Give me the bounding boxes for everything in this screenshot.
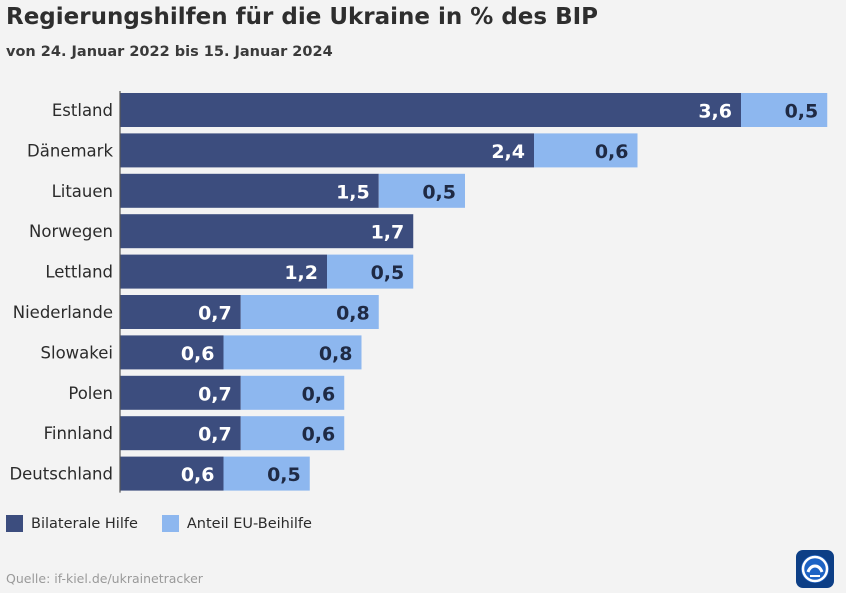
bar-eu	[240, 416, 345, 451]
bar-chart: Estland 3,6 0,5 Dänemark 2,4 0,6 Litauen 1,5 0,5…	[9, 91, 828, 493]
legend-item-bilateral: Bilaterale Hilfe	[6, 515, 138, 532]
category-label: Lettland	[45, 263, 113, 282]
data-label-eu: 0,5	[422, 181, 456, 203]
bar-bilateral	[120, 173, 379, 208]
legend-swatch-eu	[161, 515, 179, 532]
bar-eu	[223, 335, 362, 370]
category-label: Niederlande	[13, 303, 113, 322]
data-label-eu: 0,6	[302, 424, 336, 446]
bar-bilateral	[120, 133, 534, 168]
bar-eu	[240, 295, 379, 329]
data-label-eu: 0,6	[302, 383, 336, 405]
data-label-eu: 0,8	[319, 343, 353, 365]
data-label-eu: 0,6	[595, 141, 629, 163]
bar-eu	[378, 173, 465, 208]
data-label-eu: 0,5	[785, 101, 819, 123]
chart-subtitle: von 24. Januar 2022 bis 15. Januar 2024	[6, 44, 333, 60]
bar-bilateral	[120, 456, 224, 491]
bar-bilateral	[120, 93, 741, 127]
category-label: Finnland	[44, 424, 113, 443]
legend: Bilaterale Hilfe Anteil EU-Beihilfe	[6, 515, 336, 532]
data-label-bilateral: 3,6	[698, 101, 732, 123]
category-label: Litauen	[52, 182, 113, 201]
bar-bilateral	[120, 416, 241, 451]
category-label: Slowakei	[41, 343, 113, 362]
category-label: Norwegen	[29, 222, 113, 241]
source-note: Quelle: if-kiel.de/ukrainetracker	[6, 571, 203, 586]
data-label-bilateral: 1,5	[336, 181, 370, 203]
ard-tagesschau-logo-icon[interactable]	[796, 550, 834, 588]
data-label-eu: 0,8	[336, 303, 370, 325]
category-label: Dänemark	[27, 141, 113, 160]
chart-title: Regierungshilfen für die Ukraine in % de…	[6, 4, 599, 30]
bar-bilateral	[120, 214, 414, 249]
data-label-eu: 0,5	[371, 262, 405, 284]
bar-bilateral	[120, 375, 241, 410]
category-label: Polen	[68, 384, 113, 403]
data-label-bilateral: 0,6	[181, 464, 215, 486]
bar-bilateral	[120, 254, 327, 289]
bar-eu	[240, 375, 345, 410]
category-label: Estland	[52, 101, 113, 120]
data-label-bilateral: 1,7	[371, 222, 405, 244]
bar-eu	[741, 93, 828, 127]
data-label-bilateral: 0,7	[198, 424, 232, 446]
data-label-bilateral: 0,7	[198, 303, 232, 325]
legend-item-eu: Anteil EU-Beihilfe	[161, 515, 312, 532]
category-label: Deutschland	[9, 465, 113, 484]
bar-eu	[534, 133, 638, 168]
bar-bilateral	[120, 295, 241, 329]
bar-eu	[223, 456, 310, 491]
bar-eu	[327, 254, 414, 289]
legend-label-eu: Anteil EU-Beihilfe	[186, 515, 312, 532]
legend-swatch-bilateral	[6, 515, 23, 532]
data-label-bilateral: 1,2	[284, 262, 318, 284]
data-label-eu: 0,5	[267, 464, 301, 486]
data-label-bilateral: 0,6	[181, 343, 215, 365]
legend-label-bilateral: Bilaterale Hilfe	[31, 515, 138, 532]
bar-bilateral	[120, 335, 224, 370]
data-label-bilateral: 2,4	[491, 141, 525, 163]
data-label-bilateral: 0,7	[198, 383, 232, 405]
